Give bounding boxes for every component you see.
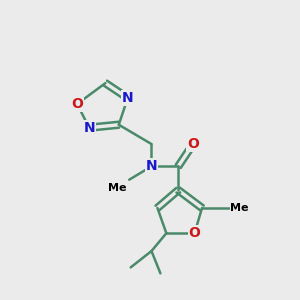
Text: N: N xyxy=(146,159,157,173)
Text: N: N xyxy=(122,91,134,105)
Text: N: N xyxy=(83,121,95,135)
Text: O: O xyxy=(187,137,199,151)
Text: Me: Me xyxy=(108,183,126,193)
Text: O: O xyxy=(189,226,200,240)
Text: Me: Me xyxy=(230,203,249,213)
Text: O: O xyxy=(71,97,83,111)
